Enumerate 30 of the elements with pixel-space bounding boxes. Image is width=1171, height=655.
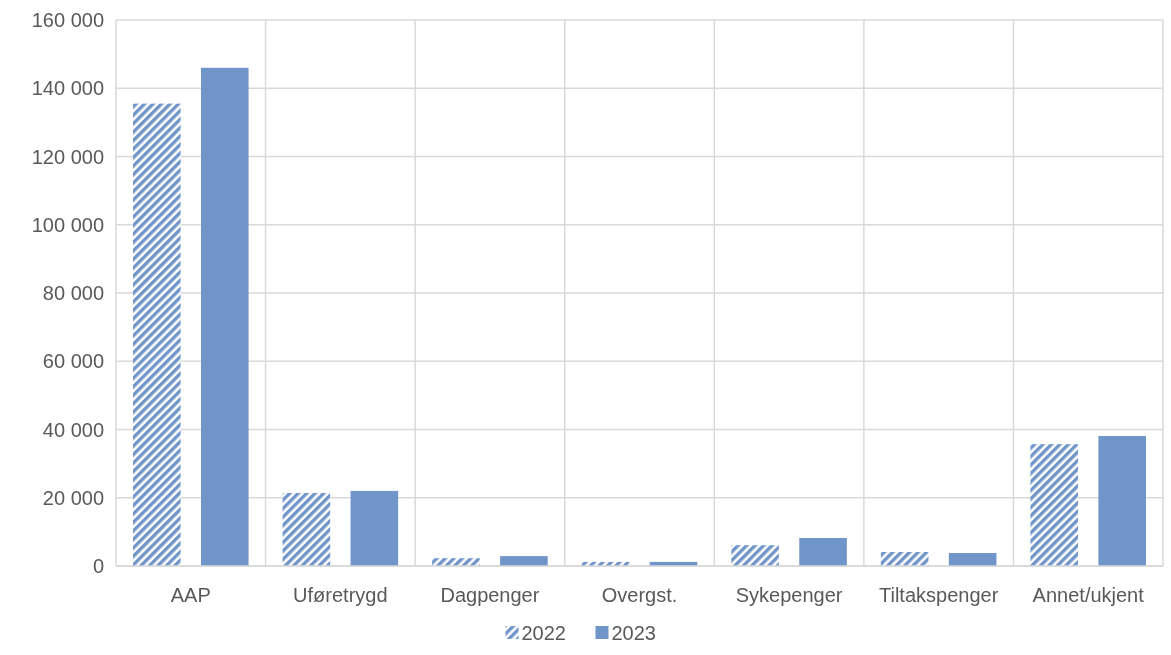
bar — [799, 538, 847, 566]
bar — [731, 545, 779, 566]
y-tick-label: 120 000 — [31, 145, 104, 168]
bar — [1098, 435, 1146, 566]
y-tick-label: 160 000 — [31, 9, 104, 31]
bar — [948, 553, 997, 566]
bar — [133, 103, 181, 566]
y-tick-label: 140 000 — [31, 77, 104, 100]
x-tick-label: AAP — [170, 584, 211, 606]
y-tick-label: 40 000 — [42, 418, 104, 441]
y-tick-label: 100 000 — [31, 213, 104, 236]
y-tick-label: 80 000 — [42, 282, 104, 304]
bar — [500, 556, 548, 566]
bar — [432, 558, 480, 566]
bar — [880, 552, 929, 566]
x-tick-label: Overgst. — [601, 584, 678, 606]
y-tick-label: 0 — [92, 555, 104, 577]
x-tick-label: Uføretrygd — [293, 584, 388, 606]
bar — [1030, 444, 1079, 566]
y-tick-label: 20 000 — [42, 486, 104, 509]
x-tick-label: Sykepenger — [735, 584, 843, 606]
x-tick-label: Annet/ukjent — [1032, 584, 1145, 606]
y-tick-label: 60 000 — [42, 350, 104, 373]
x-tick-label: Dagpenger — [440, 584, 540, 606]
legend-label: 2022 — [521, 622, 566, 644]
bar — [282, 492, 331, 566]
legend-label: 2023 — [611, 622, 656, 644]
bar — [200, 67, 249, 566]
x-tick-label: Tiltakspenger — [878, 584, 999, 606]
bar — [350, 490, 399, 566]
